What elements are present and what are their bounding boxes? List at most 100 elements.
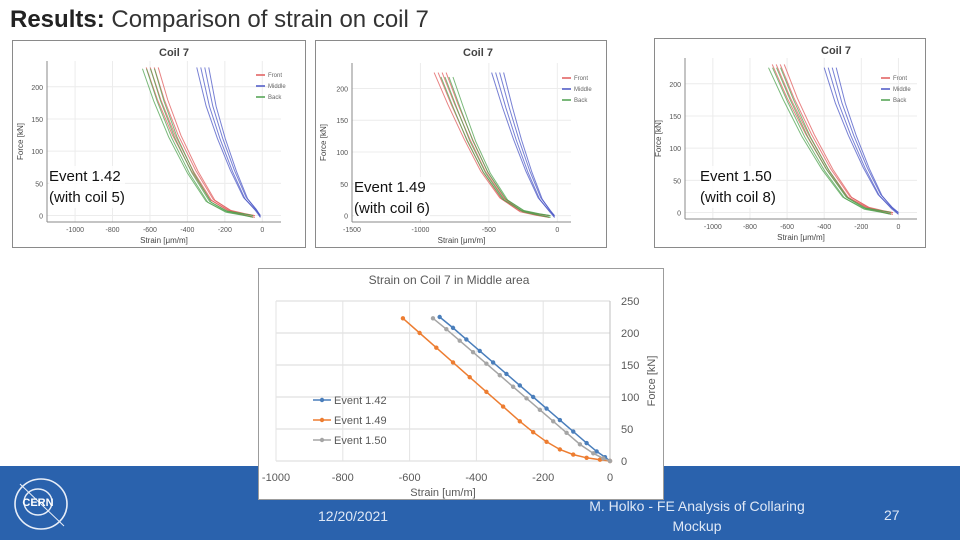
c2-ytick-1: 50 bbox=[673, 178, 681, 185]
c1-ytick-0: 0 bbox=[344, 214, 348, 221]
c0-ytick-4: 200 bbox=[31, 85, 43, 92]
c2-xtick-4: -200 bbox=[854, 224, 868, 231]
m-series-0-point-8 bbox=[544, 406, 549, 411]
m-series-0-point-1 bbox=[450, 325, 456, 331]
c0-ytick-1: 50 bbox=[35, 181, 43, 188]
c1-series-middle-trace-2 bbox=[499, 72, 555, 216]
cern-logo-text: CERN bbox=[22, 497, 53, 509]
m-series-1-point-11 bbox=[571, 452, 576, 457]
c0-series-middle-trace-3 bbox=[208, 67, 261, 218]
c0-ytick-2: 100 bbox=[31, 149, 43, 156]
c1-series-back-trace-1 bbox=[444, 76, 551, 218]
m-ytick-1: 50 bbox=[621, 424, 633, 436]
footer-author: M. Holko - FE Analysis of Collaring Mock… bbox=[566, 496, 828, 536]
m-xtick-0: -1000 bbox=[262, 472, 290, 484]
m-legend-swatch-dot-0 bbox=[319, 397, 325, 403]
c2-series-front-trace-3 bbox=[783, 64, 893, 215]
event-label-149-line1: Event 1.49 bbox=[354, 179, 426, 196]
event-label-150-line1: Event 1.50 bbox=[700, 168, 772, 185]
m-series-2-point-6 bbox=[510, 384, 516, 389]
c2-xtick-1: -800 bbox=[743, 224, 757, 231]
m-ytick-2: 100 bbox=[621, 392, 639, 404]
event-label-149: Event 1.49 (with coil 6) bbox=[354, 177, 430, 219]
c1-xtick-0: -1500 bbox=[343, 227, 361, 234]
c2-legend-label-2: Back bbox=[893, 98, 907, 104]
c0-series-front-trace-3 bbox=[157, 67, 255, 218]
slide-title: Results: Comparison of strain on coil 7 bbox=[10, 6, 429, 34]
c0-xtick-1: -800 bbox=[106, 227, 120, 234]
c1-ytick-4: 200 bbox=[336, 86, 348, 93]
c2-xtick-5: 0 bbox=[896, 224, 900, 231]
chart-svg-event-150: Coil 7 0 50 100 150 200 -1000 -800 -600 -400 -200 0… bbox=[655, 45, 917, 242]
m-legend-swatch-dot-2 bbox=[319, 437, 325, 443]
c0-series-back-trace-2 bbox=[149, 68, 254, 217]
m-xtick-2: -600 bbox=[399, 472, 421, 484]
cern-logo: CERN bbox=[14, 478, 68, 530]
m-series-1-point-6 bbox=[500, 404, 506, 409]
c0-xtick-3: -400 bbox=[180, 227, 194, 234]
m-ytick-4: 200 bbox=[621, 328, 639, 340]
c2-series-middle-trace-1 bbox=[827, 67, 899, 215]
m-ytick-0: 0 bbox=[621, 456, 627, 468]
m-series-1-point-8 bbox=[530, 430, 536, 435]
c2-legend-label-0: Front bbox=[893, 76, 907, 82]
m-series-1-point-2 bbox=[434, 345, 439, 350]
chart-svg-event-149: Coil 7 0 50 100 150 200 -1500 -1000 -500 0 Strain … bbox=[319, 47, 592, 245]
c1-series-front-trace-2 bbox=[441, 72, 550, 217]
m-series-2-point-2 bbox=[457, 338, 462, 343]
c2-ytick-4: 200 bbox=[669, 82, 681, 89]
c2-ytick-3: 150 bbox=[669, 114, 681, 121]
m-series-0-point-9 bbox=[557, 417, 563, 423]
c2-xtick-2: -600 bbox=[780, 224, 794, 231]
m-series-2-point-4 bbox=[484, 361, 489, 366]
c1-ytick-2: 100 bbox=[336, 150, 348, 157]
chart-svg-middle-area: Strain on Coil 7 in Middle area 0 50 100 150… bbox=[262, 273, 658, 499]
m-ytick-5: 250 bbox=[621, 296, 639, 308]
chart-svg-event-142: Coil 7 0 50 100 150 200 -1000 -800 -600 -400 -200 0… bbox=[16, 47, 286, 245]
c0-xtick-4: -200 bbox=[218, 227, 232, 234]
m-series-1-point-4 bbox=[467, 374, 472, 380]
event-label-142-line2: (with coil 5) bbox=[49, 189, 125, 206]
c1-legend-label-0: Front bbox=[574, 76, 588, 82]
m-series-2-point-13 bbox=[601, 456, 606, 461]
m-series-1-point-0 bbox=[400, 316, 406, 321]
c1-xlabel: Strain [μm/m] bbox=[438, 236, 486, 245]
m-legend-label-2: Event 1.50 bbox=[334, 435, 387, 447]
c1-series-back-trace-3 bbox=[452, 76, 551, 218]
m-series-1-point-12 bbox=[584, 455, 589, 460]
m-series-1-point-7 bbox=[517, 419, 523, 424]
footer-date: 12/20/2021 bbox=[318, 508, 389, 524]
c0-legend-label-0: Front bbox=[268, 73, 282, 79]
c1-series-middle-trace-1 bbox=[495, 72, 555, 218]
m-series-0-point-3 bbox=[477, 348, 482, 354]
m-series-2-point-0 bbox=[430, 316, 436, 321]
c2-series-middle-trace-3 bbox=[835, 67, 899, 215]
c0-legend-label-1: Middle bbox=[268, 84, 286, 90]
m-ylabel: Force [kN] bbox=[646, 356, 658, 407]
m-series-1-point-1 bbox=[417, 330, 422, 336]
c1-xtick-3: 0 bbox=[555, 227, 559, 234]
c2-xtick-3: -400 bbox=[817, 224, 831, 231]
event-label-142: Event 1.42 (with coil 5) bbox=[49, 166, 125, 208]
c1-ytick-1: 50 bbox=[340, 182, 348, 189]
footer-page-number: 27 bbox=[884, 507, 900, 523]
c0-title: Coil 7 bbox=[159, 47, 189, 59]
m-series-0-point-11 bbox=[584, 440, 589, 446]
m-series-2-point-12 bbox=[591, 451, 596, 456]
c0-xtick-5: 0 bbox=[260, 227, 264, 234]
m-series-0-point-5 bbox=[504, 371, 509, 377]
m-series-0-point-12 bbox=[594, 449, 599, 454]
c0-xtick-0: -1000 bbox=[66, 227, 84, 234]
m-series-0-point-4 bbox=[490, 360, 496, 365]
m-series-2-point-1 bbox=[444, 326, 449, 332]
m-series-2-point-8 bbox=[537, 407, 543, 412]
c2-series-back-trace-2 bbox=[776, 67, 892, 214]
c0-legend-label-2: Back bbox=[268, 95, 282, 101]
c2-legend-label-1: Middle bbox=[893, 87, 911, 93]
c0-ytick-0: 0 bbox=[39, 214, 43, 221]
m-xtick-5: 0 bbox=[607, 472, 613, 484]
m-series-2-point-14 bbox=[607, 458, 613, 464]
c0-series-back-trace-1 bbox=[145, 68, 254, 218]
m-series-0-point-0 bbox=[437, 314, 442, 320]
m-xtick-4: -200 bbox=[532, 472, 554, 484]
